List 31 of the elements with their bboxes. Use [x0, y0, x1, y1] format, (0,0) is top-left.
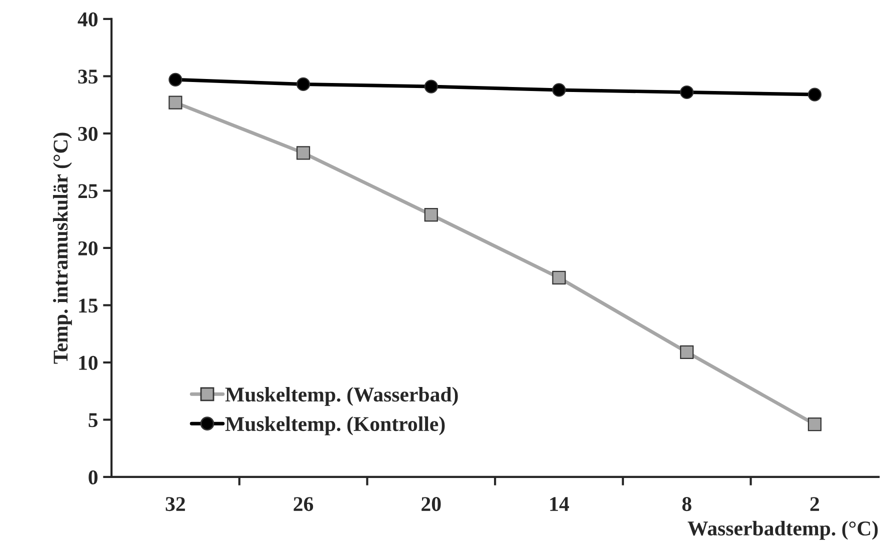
- x-tick-label: 26: [294, 497, 314, 512]
- y-tick-label: 20: [78, 241, 98, 256]
- x-tick-label: 20: [422, 497, 441, 512]
- point: [552, 83, 566, 97]
- point: [808, 88, 822, 102]
- x-tick-label: 14: [550, 497, 570, 511]
- y-tick-label: 15: [79, 298, 98, 313]
- legend-label: Muskeltemp. (Wasserbad): [225, 386, 458, 406]
- x-axis-title: Wasserbadtemp. (°C): [688, 520, 878, 540]
- point: [808, 417, 822, 432]
- y-tick-label: 10: [79, 356, 98, 370]
- point: [168, 72, 182, 86]
- point: [296, 146, 310, 160]
- point: [424, 208, 438, 222]
- y-tick-label: 25: [78, 184, 98, 198]
- point: [680, 85, 694, 100]
- y-tick-label: 40: [78, 12, 98, 26]
- x-tick-label: 8: [682, 497, 692, 512]
- y-tick-label: 5: [88, 413, 98, 428]
- point: [552, 270, 566, 285]
- y-tick-label: 35: [78, 70, 98, 84]
- legend-label: Muskeltemp. (Kontrolle): [225, 416, 445, 436]
- x-tick-label: 2: [810, 497, 820, 511]
- point: [296, 77, 310, 92]
- point: [680, 345, 694, 359]
- point: [168, 96, 182, 110]
- point: [424, 80, 438, 94]
- y-axis-title: Temp. intramuskulär (°C): [53, 132, 72, 364]
- y-tick-label: 30: [78, 126, 98, 141]
- x-tick-label: 32: [166, 497, 185, 512]
- y-tick-label: 0: [88, 470, 98, 484]
